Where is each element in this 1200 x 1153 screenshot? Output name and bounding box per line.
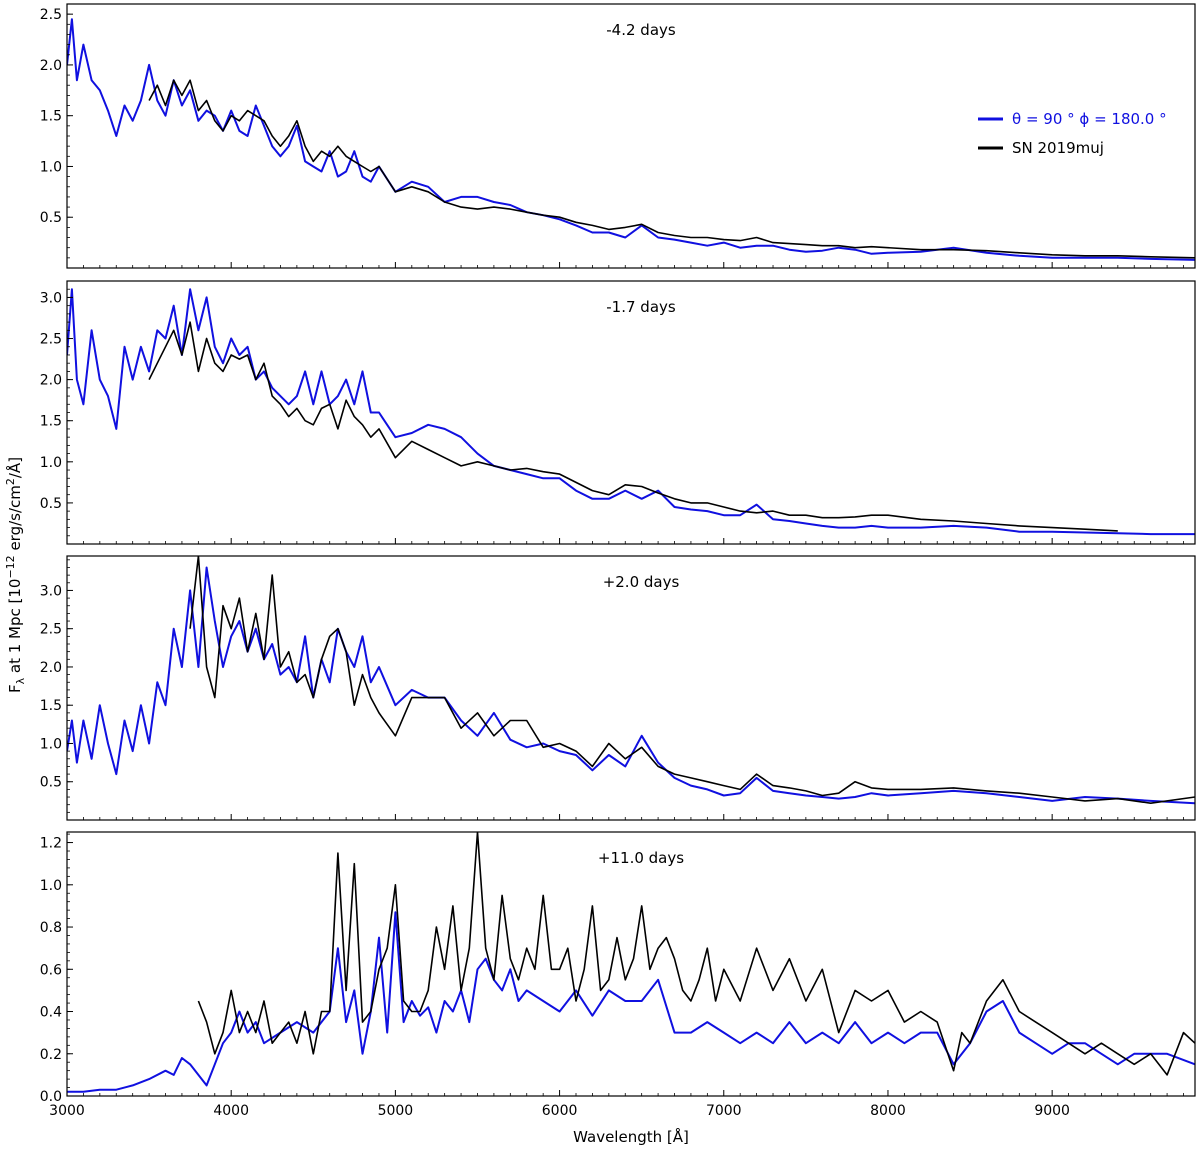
y-tick-label: 0.8: [40, 920, 62, 936]
panel-2: 0.5 1.0 1.5 2.0 2.5 3.0 -1.7 days: [40, 280, 1196, 545]
x-tick-label: 6000: [542, 1103, 578, 1119]
series-line-model: [67, 566, 1195, 805]
y-tick-label: 3.0: [40, 290, 62, 306]
panel-3: 0.5 1.0 1.5 2.0 2.5 3.0 +2.0 days: [40, 555, 1196, 821]
y-tick-label: 1.5: [40, 414, 62, 430]
y-tick-label: 2.5: [40, 622, 62, 638]
y-tick-label: 1.0: [40, 736, 62, 752]
y-axis-label-exp: −12: [4, 555, 17, 578]
x-tick-label: 7000: [706, 1103, 742, 1119]
panel-1: 0.5 1.0 1.5 2.0 2.5 -4.2 days: [40, 3, 1196, 269]
panel-frame: [66, 280, 1196, 545]
y-tick-label: 1.2: [40, 836, 62, 852]
legend-model-label: θ = 90 ° ϕ = 180.0 °: [1012, 110, 1167, 128]
y-tick-label: 0.6: [40, 962, 62, 978]
series-line-observed: [189, 556, 1195, 804]
series-line-observed: [148, 321, 1118, 532]
x-axis-label: Wavelength [Å]: [573, 1127, 689, 1146]
x-tick-label: 8000: [870, 1103, 906, 1119]
legend-observed-label: SN 2019muj: [1012, 139, 1104, 157]
y-axis-label-sq: 2: [4, 478, 17, 485]
y-axis-label-units: erg/s/cm: [6, 485, 24, 555]
y-axis-label-mid: at 1 Mpc [10: [6, 579, 24, 678]
panel-frame: [66, 3, 1196, 269]
panel-label: -4.2 days: [606, 21, 676, 39]
series-line-model: [67, 911, 1195, 1093]
y-tick-label: 1.5: [40, 109, 62, 125]
y-tick-label: 0.2: [40, 1047, 62, 1063]
y-axis-label-lambda: λ: [14, 677, 27, 684]
series-line-observed: [148, 79, 1195, 259]
panels: 0.5 1.0 1.5 2.0 2.5 -4.2 days 0.5 1.0 1.5 2.0 2.5 3…: [40, 3, 1196, 1119]
series-line-model: [67, 288, 1195, 536]
legend: θ = 90 ° ϕ = 180.0 ° SN 2019muj: [978, 110, 1167, 157]
y-tick-label: 1.5: [40, 698, 62, 714]
y-tick-label: 0.5: [40, 775, 62, 791]
x-tick-label: 4000: [213, 1103, 249, 1119]
y-tick-label: 2.0: [40, 373, 62, 389]
y-tick-label: 2.5: [40, 7, 62, 23]
y-tick-label: 2.0: [40, 58, 62, 74]
panel-label: -1.7 days: [606, 298, 676, 316]
x-tick-label: 9000: [1034, 1103, 1070, 1119]
y-tick-label: 1.0: [40, 878, 62, 894]
y-tick-label: 0.4: [40, 1005, 62, 1021]
y-tick-label: 0.5: [40, 210, 62, 226]
y-tick-label: 2.5: [40, 332, 62, 348]
y-axis-label: Fλ at 1 Mpc [10−12 erg/s/cm2/Å]: [4, 457, 27, 693]
x-tick-label: 3000: [49, 1103, 85, 1119]
series-line-observed: [197, 832, 1195, 1076]
panel-frame: [66, 831, 1196, 1097]
panel-label: +2.0 days: [603, 573, 680, 591]
y-axis-label-f: F: [6, 684, 24, 693]
y-tick-label: 1.0: [40, 159, 62, 175]
panel-label: +11.0 days: [598, 849, 684, 867]
panel-frame: [66, 555, 1196, 821]
x-tick-label: 5000: [378, 1103, 414, 1119]
y-tick-label: 3.0: [40, 583, 62, 599]
panel-4: 0.0 0.2 0.4 0.6 0.8 1.0 1.2 +11.0 days 3000 4000 5…: [40, 831, 1196, 1119]
y-tick-label: 2.0: [40, 660, 62, 676]
y-tick-label: 1.0: [40, 455, 62, 471]
y-tick-label: 0.0: [40, 1089, 62, 1105]
y-tick-label: 0.5: [40, 496, 62, 512]
y-axis-label-end: /Å]: [5, 457, 24, 478]
